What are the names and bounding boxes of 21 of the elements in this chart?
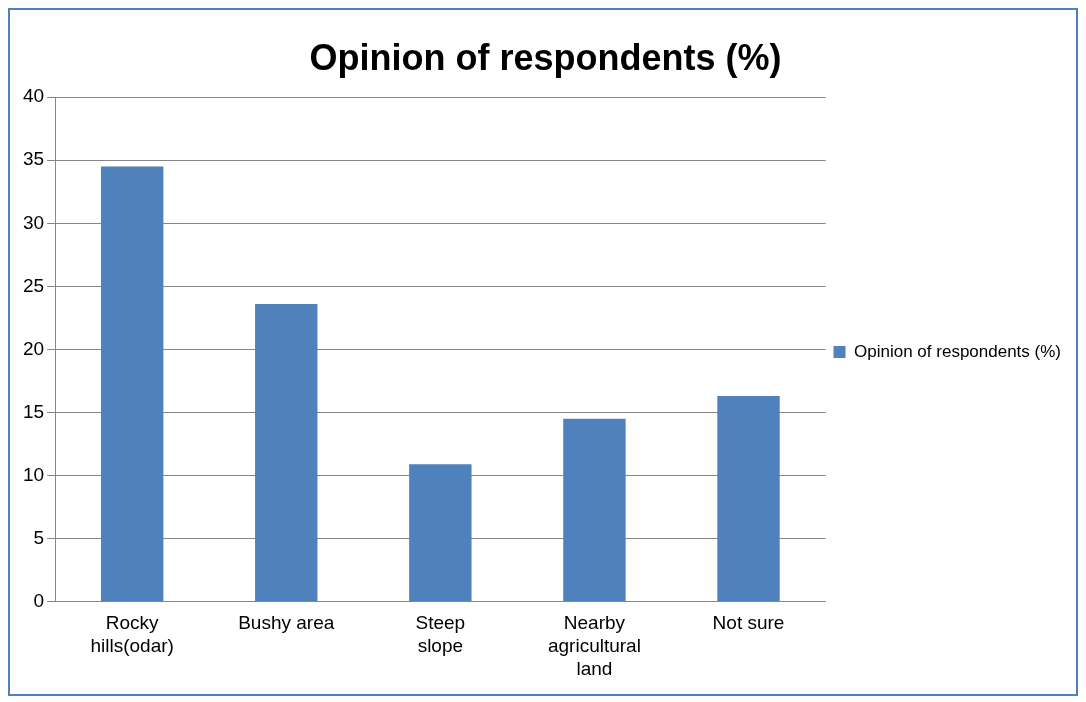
- y-tick-label: 30: [22, 211, 45, 233]
- x-tick-label: Not sure: [712, 612, 785, 634]
- x-tick-label: Nearby agricultural land: [547, 612, 641, 679]
- bar: [563, 418, 626, 602]
- y-tick-label: 15: [22, 400, 45, 422]
- y-tick-label: 20: [22, 337, 45, 359]
- legend-label: Opinion of respondents (%): [854, 341, 1062, 361]
- x-tick-label: Steep slope: [415, 612, 466, 657]
- y-tick-label: 40: [22, 85, 45, 107]
- bar: [255, 304, 318, 602]
- bar: [409, 464, 472, 602]
- x-tick-label: Rocky hills(odar): [90, 612, 174, 657]
- y-tick-label: 0: [33, 589, 45, 611]
- y-tick-label: 35: [22, 148, 45, 170]
- y-tick-label: 25: [22, 274, 45, 296]
- bar: [100, 166, 164, 602]
- chart-title: Opinion of respondents (%): [309, 36, 782, 78]
- bar: [717, 396, 780, 602]
- y-tick-label: 10: [22, 463, 45, 485]
- x-tick-label: Bushy area: [238, 612, 335, 634]
- y-tick-label: 5: [33, 526, 45, 548]
